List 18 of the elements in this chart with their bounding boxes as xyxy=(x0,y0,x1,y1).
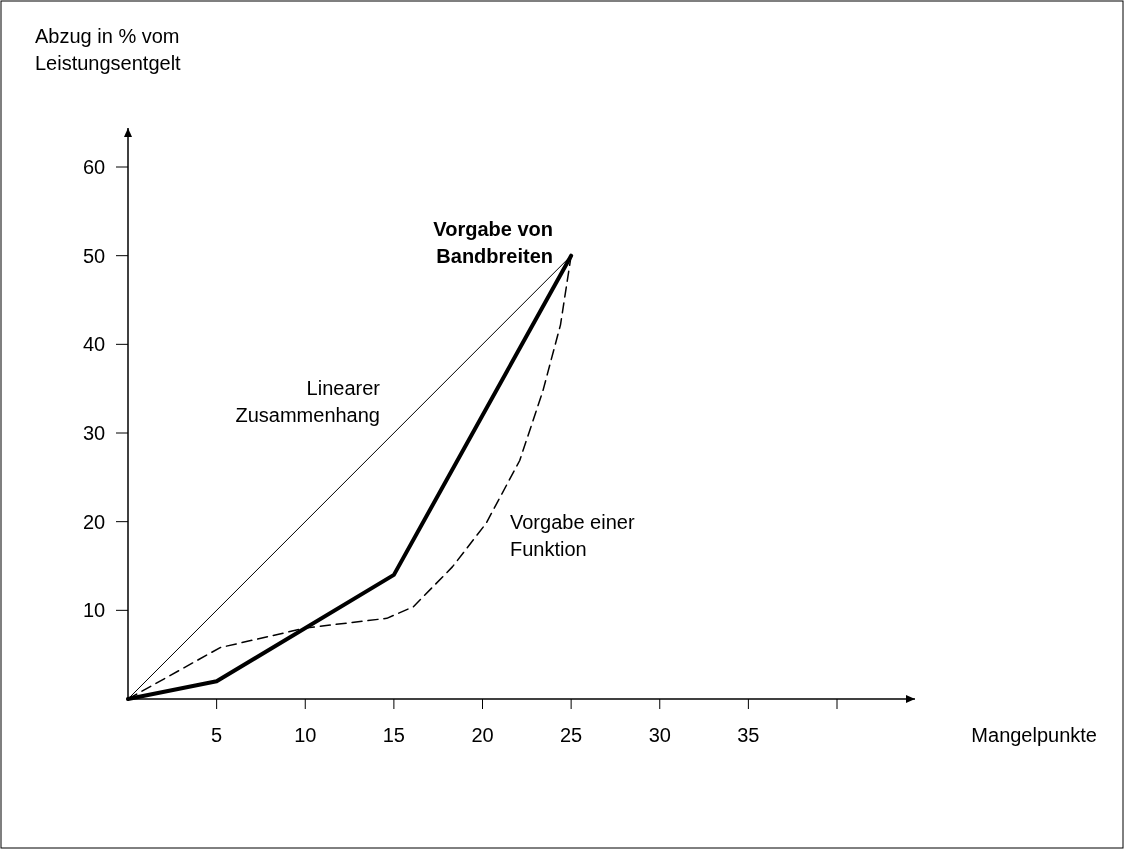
series-label: Vorgabe von Bandbreiten xyxy=(433,218,553,267)
x-tick-label: 15 xyxy=(382,724,405,746)
y-tick-label: 20 xyxy=(82,510,106,533)
y-tick-label: 60 xyxy=(82,156,106,179)
x-tick-label: 20 xyxy=(471,724,494,746)
series-label: Vorgabe einer Funktion xyxy=(510,511,635,560)
series-label: Linearer Zusammenhang xyxy=(235,377,381,426)
y-axis-title: Abzug in % vom Leistungsentgelt xyxy=(35,25,182,74)
x-axis-title: Mangelpunkte xyxy=(971,724,1097,746)
y-tick-label: 50 xyxy=(82,244,106,267)
x-tick-label: 30 xyxy=(648,724,671,746)
y-tick-label: 10 xyxy=(82,599,106,622)
x-tick-label: 35 xyxy=(737,724,760,746)
x-tick-label: 25 xyxy=(560,724,583,746)
x-tick-label: 5 xyxy=(211,724,223,746)
y-tick-label: 40 xyxy=(82,333,106,356)
y-tick-label: 30 xyxy=(82,422,106,445)
x-tick-label: 10 xyxy=(294,724,317,746)
